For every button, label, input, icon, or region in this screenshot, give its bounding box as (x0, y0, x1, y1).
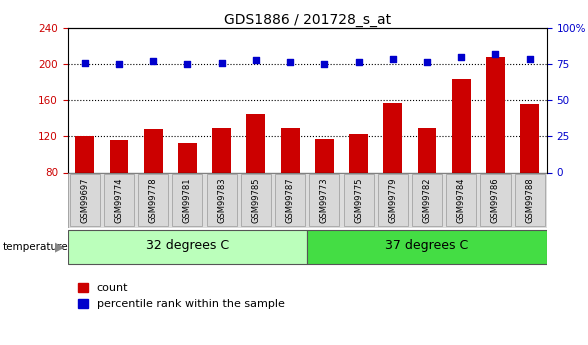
Bar (109, 140, 128, 172)
Text: GSM99773: GSM99773 (320, 177, 329, 223)
Bar (178, 142, 197, 172)
Bar (212, 128, 231, 172)
FancyBboxPatch shape (307, 230, 547, 264)
Text: ▶: ▶ (55, 240, 64, 253)
Point (422, 59, 432, 65)
Text: GSM99779: GSM99779 (388, 177, 397, 223)
Text: GSM99783: GSM99783 (217, 177, 226, 223)
Bar (520, 104, 539, 172)
Text: GSM99788: GSM99788 (525, 177, 534, 223)
FancyBboxPatch shape (309, 174, 339, 226)
Point (80, 60, 89, 66)
Text: GSM99786: GSM99786 (491, 177, 500, 223)
Text: 32 degrees C: 32 degrees C (146, 239, 229, 253)
FancyBboxPatch shape (412, 174, 442, 226)
Point (354, 59, 363, 65)
FancyBboxPatch shape (206, 174, 237, 226)
Point (320, 61, 329, 67)
Bar (144, 129, 163, 172)
Point (217, 60, 226, 66)
FancyBboxPatch shape (104, 174, 134, 226)
Point (114, 61, 123, 67)
Text: GSM99697: GSM99697 (80, 177, 89, 223)
Text: GSM99775: GSM99775 (354, 177, 363, 223)
Title: GDS1886 / 201728_s_at: GDS1886 / 201728_s_at (223, 12, 391, 27)
Bar (75, 136, 94, 172)
Text: GSM99784: GSM99784 (457, 177, 466, 223)
Text: GSM99782: GSM99782 (423, 177, 432, 223)
FancyBboxPatch shape (172, 174, 202, 226)
FancyBboxPatch shape (138, 174, 168, 226)
Text: temperature: temperature (3, 242, 69, 252)
Point (183, 61, 192, 67)
Text: GSM99781: GSM99781 (183, 177, 192, 223)
Bar (452, 79, 470, 172)
Text: GSM99787: GSM99787 (286, 177, 295, 223)
Point (285, 59, 295, 65)
Text: 37 degrees C: 37 degrees C (385, 239, 469, 253)
Point (388, 57, 397, 62)
Point (491, 51, 500, 57)
Bar (417, 128, 436, 172)
Point (525, 57, 534, 62)
FancyBboxPatch shape (68, 230, 307, 264)
Bar (349, 135, 368, 172)
FancyBboxPatch shape (241, 174, 271, 226)
Bar (315, 139, 334, 172)
FancyBboxPatch shape (69, 174, 100, 226)
Point (251, 57, 260, 63)
FancyBboxPatch shape (514, 174, 545, 226)
Text: GSM99785: GSM99785 (252, 177, 260, 223)
FancyBboxPatch shape (377, 174, 408, 226)
Text: GSM99774: GSM99774 (115, 177, 123, 223)
Bar (383, 103, 402, 172)
FancyBboxPatch shape (446, 174, 476, 226)
FancyBboxPatch shape (343, 174, 373, 226)
FancyBboxPatch shape (275, 174, 305, 226)
FancyBboxPatch shape (480, 174, 510, 226)
Text: GSM99778: GSM99778 (149, 177, 158, 223)
Point (149, 58, 158, 64)
Bar (280, 128, 299, 172)
Legend: count, percentile rank within the sample: count, percentile rank within the sample (73, 278, 289, 314)
Point (456, 54, 466, 59)
Bar (486, 57, 505, 172)
Bar (246, 114, 265, 172)
